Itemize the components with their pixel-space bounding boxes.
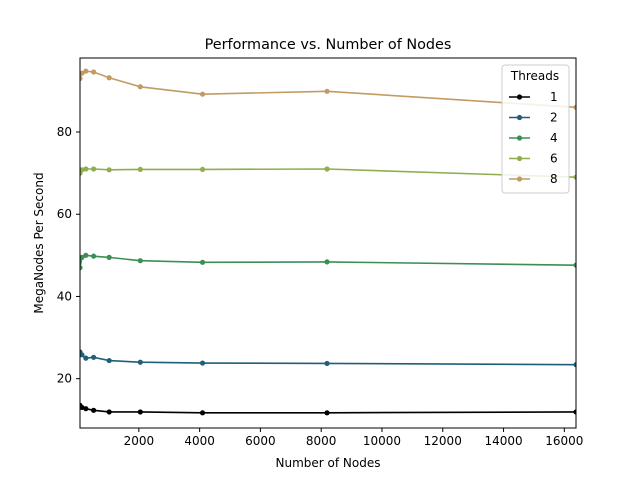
data-point-2-5	[137, 359, 143, 365]
data-point-1-3	[91, 407, 97, 413]
data-point-1-8	[573, 409, 576, 415]
x-tick-label: 6000	[245, 434, 276, 448]
data-point-8-7	[324, 88, 330, 94]
legend-marker-8	[516, 176, 523, 182]
y-tick-label: 20	[57, 372, 72, 386]
data-point-2-3	[91, 354, 97, 360]
data-point-8-6	[199, 91, 206, 97]
legend-label-6: 6	[550, 152, 558, 166]
data-point-2-4	[106, 357, 112, 364]
data-point-8-0	[80, 75, 83, 82]
legend-marker-4	[516, 135, 523, 141]
data-point-2-1	[80, 352, 85, 358]
x-tick-label: 2000	[124, 434, 155, 448]
x-tick-label: 8000	[306, 434, 337, 448]
legend-title: Threads	[510, 69, 559, 83]
data-point-4-7	[324, 259, 330, 265]
legend-marker-2	[516, 114, 523, 121]
data-point-6-5	[137, 166, 143, 173]
data-point-1-2	[83, 406, 89, 412]
x-tick-label: 12000	[424, 434, 462, 448]
data-point-6-8	[573, 174, 576, 180]
plot-area	[80, 68, 576, 416]
y-axis: 20 40 60 80	[57, 125, 80, 386]
data-point-2-6	[199, 360, 206, 366]
data-point-1-4	[106, 409, 112, 415]
data-point-8-3	[91, 69, 97, 75]
plot-frame	[79, 57, 577, 429]
data-point-6-3	[91, 166, 97, 172]
legend-marker-6	[516, 155, 523, 162]
data-point-4-5	[137, 258, 143, 264]
y-tick-label: 80	[57, 125, 72, 139]
data-point-4-0	[80, 265, 83, 271]
data-point-4-3	[91, 253, 97, 259]
x-axis: 2000 4000 6000 8000 10000 12000 14000 16000	[124, 428, 583, 448]
legend-label-8: 8	[550, 172, 558, 186]
y-tick-label: 60	[57, 207, 72, 221]
data-point-1-6	[199, 410, 206, 416]
legend-marker-1	[516, 94, 523, 100]
x-tick-label: 4000	[184, 434, 215, 448]
x-tick-label: 10000	[363, 434, 401, 448]
chart-title: Performance vs. Number of Nodes	[205, 37, 452, 53]
legend-label-1: 1	[550, 90, 558, 104]
y-axis-label: MegaNodes Per Second	[32, 172, 46, 313]
data-point-1-5	[137, 409, 143, 415]
data-point-8-2	[83, 68, 89, 74]
y-tick-label: 40	[57, 289, 72, 303]
legend: Threads 1 2 4 6 8	[501, 64, 570, 194]
data-point-8-4	[106, 75, 112, 81]
data-point-2-2	[83, 355, 89, 361]
data-point-6-7	[324, 166, 330, 172]
x-axis-label: Number of Nodes	[276, 456, 381, 470]
x-tick-label: 14000	[484, 434, 522, 448]
data-point-4-6	[199, 259, 206, 265]
data-point-2-7	[324, 360, 330, 367]
data-point-4-8	[573, 262, 576, 268]
data-point-6-2	[83, 166, 89, 172]
data-point-4-2	[83, 252, 89, 258]
legend-box	[501, 64, 570, 194]
data-point-6-6	[199, 166, 206, 173]
data-point-4-4	[106, 254, 112, 260]
data-point-6-4	[106, 167, 112, 173]
data-point-8-8	[573, 104, 576, 110]
data-point-1-7	[324, 410, 330, 416]
data-point-2-8	[573, 362, 576, 368]
legend-label-2: 2	[550, 111, 558, 125]
data-point-8-5	[137, 84, 143, 90]
x-tick-label: 16000	[545, 434, 583, 448]
legend-label-4: 4	[550, 131, 558, 145]
